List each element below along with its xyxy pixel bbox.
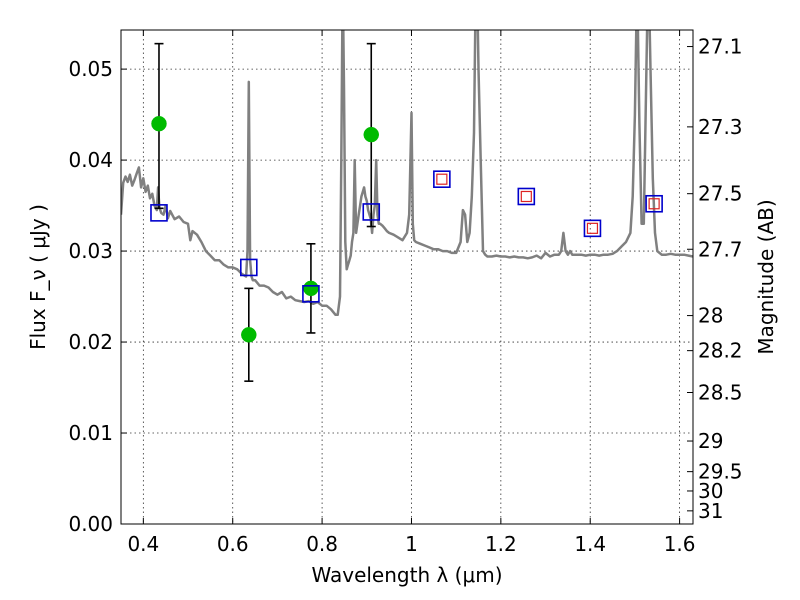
mag-tick-label: 28.2 xyxy=(698,339,743,363)
observed-point xyxy=(363,126,379,143)
y-tick-label: 0.00 xyxy=(68,512,113,536)
mag-tick-label: 28 xyxy=(698,304,723,328)
observed-point xyxy=(151,115,167,132)
mag-tick-label: 31 xyxy=(698,499,723,523)
observed-point xyxy=(303,280,319,297)
model-square xyxy=(302,285,320,303)
y-axis-label: Flux F_ν ( μJy ) xyxy=(26,204,50,350)
y-tick-label: 0.05 xyxy=(68,57,113,81)
x-tick-label: 1.6 xyxy=(664,532,696,556)
x-tick-label: 0.4 xyxy=(127,532,159,556)
observed-points xyxy=(151,115,379,343)
right-axis-label: Magnitude (AB) xyxy=(754,199,778,354)
mag-tick-label: 27.5 xyxy=(698,182,743,206)
model-square xyxy=(583,219,602,238)
model-square-inner xyxy=(520,190,532,203)
observed-point xyxy=(241,327,257,343)
x-tick-label: 0.6 xyxy=(217,532,249,556)
plot-frame xyxy=(120,29,694,525)
y-tick-label: 0.03 xyxy=(68,239,113,263)
model-square-inner xyxy=(436,173,448,185)
x-tick-label: 1.4 xyxy=(574,532,606,556)
x-tick-label: 1 xyxy=(405,532,418,556)
model-square xyxy=(645,194,663,213)
x-tick-label: 1.2 xyxy=(485,532,517,556)
template-spectrum xyxy=(121,30,693,317)
model-square xyxy=(517,187,536,206)
mag-tick-label: 29.5 xyxy=(698,460,743,484)
y-tick-label: 0.01 xyxy=(68,421,113,445)
model-square xyxy=(240,258,258,277)
mag-tick-label: 28.5 xyxy=(698,380,743,404)
y-tick-label: 0.04 xyxy=(68,148,113,172)
model-square-inner xyxy=(586,222,599,234)
model-square xyxy=(362,203,381,221)
mag-tick-label: 27.7 xyxy=(698,237,743,261)
axis-ticks xyxy=(121,30,693,525)
model-square-inner xyxy=(648,198,660,210)
y-tick-label: 0.02 xyxy=(68,330,113,354)
template-spectrum-line xyxy=(121,30,693,317)
mag-tick-label: 29 xyxy=(698,429,723,453)
plot-background xyxy=(121,30,693,524)
mag-tick-label: 27.3 xyxy=(698,115,743,139)
tick-labels: 0.4 0.6 0.8 1 1.2 1.4 1.6 0.00 0.01 0.02 0.03 0.04 0… xyxy=(68,35,742,556)
mag-tick-label: 30 xyxy=(698,479,723,503)
x-tick-label: 0.8 xyxy=(306,532,338,556)
x-axis-label: Wavelength λ (μm) xyxy=(311,563,502,587)
model-square xyxy=(433,170,451,189)
mag-tick-label: 27.1 xyxy=(698,35,743,59)
model-photometry xyxy=(150,170,663,303)
model-square xyxy=(150,204,168,222)
